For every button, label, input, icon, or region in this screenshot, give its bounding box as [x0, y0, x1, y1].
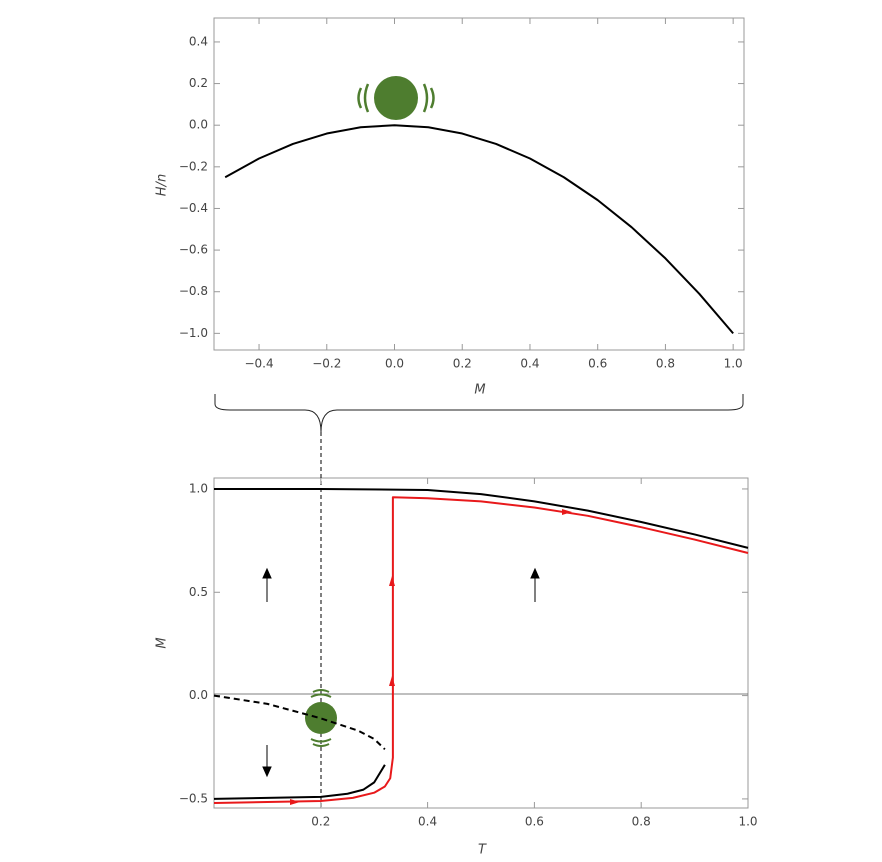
y-tick-label: −0.2: [179, 159, 208, 173]
y-tick-label: −0.6: [179, 243, 208, 257]
x-tick-label: 0.0: [385, 357, 404, 371]
y-axis-label: H/n: [155, 174, 170, 196]
x-axis-label: M: [474, 383, 485, 398]
x-tick-label: 0.8: [632, 815, 651, 829]
x-axis-label: T: [478, 843, 487, 858]
series-line: [224, 124, 734, 334]
x-tick-label: 0.4: [520, 357, 539, 371]
x-tick-label: 0.6: [588, 357, 607, 371]
arrows: [262, 567, 540, 778]
y-tick-label: 0.0: [189, 118, 208, 132]
x-tick-label: −0.2: [312, 357, 341, 371]
y-axis-label: M: [155, 637, 170, 648]
y-tick-label: 0.4: [189, 34, 208, 48]
series-line: [213, 694, 386, 751]
x-tick-label: 1.0: [724, 357, 743, 371]
y-tick-label: 0.0: [189, 688, 208, 702]
y-tick-label: 1.0: [189, 481, 208, 495]
frame-top: [213, 17, 745, 351]
x-tick-label: 0.2: [453, 357, 472, 371]
frame-bottom: [213, 477, 749, 809]
x-tick-label: 1.0: [738, 815, 757, 829]
x-tick-label: 0.4: [418, 815, 437, 829]
x-tick-label: −0.4: [244, 357, 273, 371]
ball-bottom: [305, 689, 337, 747]
y-tick-label: 0.5: [189, 585, 208, 599]
y-tick-label: −0.5: [179, 791, 208, 805]
series-line: [214, 487, 749, 549]
brace: [214, 394, 744, 433]
series-line: [213, 764, 386, 800]
red-arrowheads: [290, 509, 572, 805]
x-tick-label: 0.6: [525, 815, 544, 829]
y-tick-label: −0.4: [179, 201, 208, 215]
y-tick-label: −0.8: [179, 284, 208, 298]
series-line: [213, 496, 749, 805]
x-tick-label: 0.2: [311, 815, 330, 829]
ball-top: [357, 76, 435, 120]
y-tick-label: 0.2: [189, 76, 208, 90]
x-tick-label: 0.8: [656, 357, 675, 371]
y-tick-label: −1.0: [179, 326, 208, 340]
